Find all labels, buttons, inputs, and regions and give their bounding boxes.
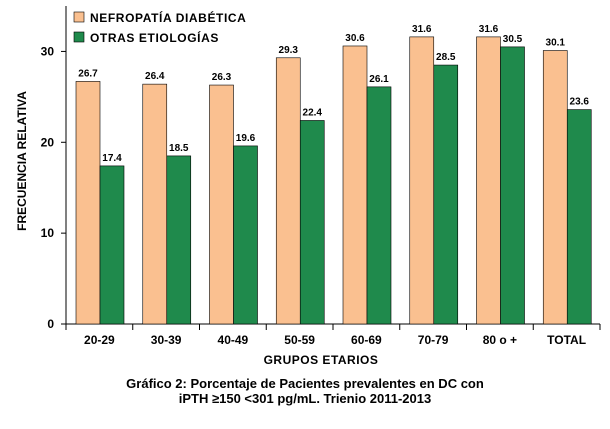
- bar-nefropatia: [142, 83, 168, 325]
- data-label: 30.6: [345, 33, 365, 44]
- bar-nefropatia: [75, 81, 101, 325]
- x-axis-title: GRUPOS ETARIOS: [264, 353, 379, 367]
- data-label: 26.3: [212, 72, 232, 83]
- x-tick-label: TOTAL: [547, 333, 586, 347]
- legend-swatch: [73, 11, 85, 23]
- y-tick-label: 0: [47, 317, 54, 331]
- bar-nefropatia: [275, 57, 301, 325]
- data-label: 18.5: [169, 143, 189, 154]
- data-label: 29.3: [279, 45, 299, 56]
- data-label: 26.4: [145, 71, 165, 82]
- data-label: 31.6: [479, 24, 499, 35]
- x-tick-label: 50-59: [284, 333, 315, 347]
- legend-label: OTRAS ETIOLOGÍAS: [90, 30, 219, 45]
- y-tick-label: 20: [41, 135, 55, 149]
- legend-swatch: [73, 31, 85, 43]
- data-label: 22.4: [303, 107, 323, 118]
- y-axis-title: FRECUENCIA RELATIVA: [15, 91, 29, 231]
- x-tick-label: 40-49: [218, 333, 249, 347]
- x-tick-label: 80 o +: [483, 333, 517, 347]
- bar-nefropatia: [209, 84, 234, 325]
- bar-nefropatia: [342, 45, 368, 325]
- y-tick-label: 30: [41, 44, 55, 58]
- bar-otras: [166, 155, 192, 325]
- x-tick-label: 60-69: [351, 333, 382, 347]
- legend-label: NEFROPATÍA DIABÉTICA: [90, 10, 246, 25]
- bar-otras: [433, 64, 459, 325]
- y-tick-label: 10: [41, 226, 55, 240]
- x-tick-label: 70-79: [418, 333, 449, 347]
- data-label: 26.1: [369, 74, 389, 85]
- bar-nefropatia: [476, 36, 501, 325]
- caption-line-2: iPTH ≥150 <301 pg/mL. Trienio 2011-2013: [178, 391, 432, 406]
- bar-nefropatia: [542, 50, 568, 325]
- x-tick-label: 20-29: [84, 333, 115, 347]
- chart-caption: Gráfico 2: Porcentaje de Pacientes preva…: [0, 376, 610, 406]
- data-label: 31.6: [412, 24, 432, 35]
- data-label: 30.5: [503, 34, 523, 45]
- data-label: 17.4: [102, 153, 122, 164]
- x-tick-label: 30-39: [151, 333, 182, 347]
- bar-otras: [366, 86, 392, 325]
- bar-otras: [99, 165, 125, 325]
- bar-otras: [566, 109, 592, 325]
- data-label: 26.7: [78, 68, 98, 79]
- data-label: 28.5: [436, 52, 456, 63]
- caption-line-1: Gráfico 2: Porcentaje de Pacientes preva…: [126, 376, 484, 391]
- bar-otras: [233, 145, 258, 325]
- bar-otras: [299, 120, 325, 325]
- bar-nefropatia: [409, 36, 435, 325]
- bar-otras: [500, 46, 525, 325]
- data-label: 23.6: [570, 97, 590, 108]
- data-label: 30.1: [546, 38, 566, 49]
- data-label: 19.6: [236, 133, 256, 144]
